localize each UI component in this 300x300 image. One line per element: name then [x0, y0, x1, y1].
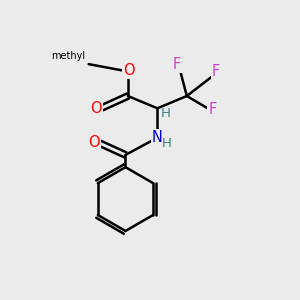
Text: F: F: [212, 64, 220, 79]
Text: methyl: methyl: [51, 51, 85, 61]
Text: N: N: [152, 130, 163, 145]
Text: O: O: [123, 63, 135, 78]
Text: F: F: [173, 57, 181, 72]
Text: H: H: [161, 107, 171, 120]
Text: O: O: [90, 101, 101, 116]
Text: H: H: [162, 136, 172, 150]
Text: F: F: [208, 102, 217, 117]
Text: O: O: [88, 135, 99, 150]
